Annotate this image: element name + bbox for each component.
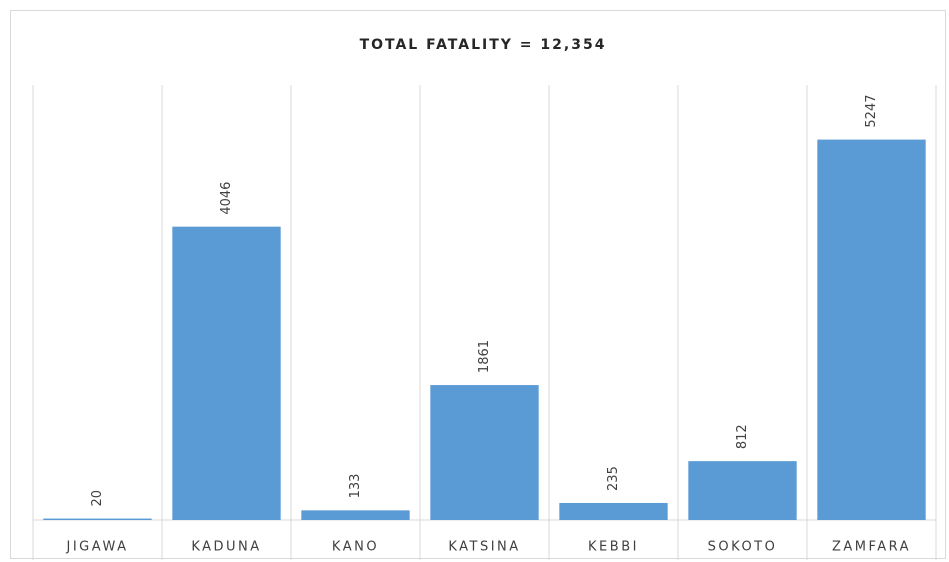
chart-title: TOTAL FATALITY = 12,354 [360, 37, 607, 53]
data-label: 1861 [477, 340, 492, 373]
data-label: 812 [735, 424, 750, 449]
bar [430, 385, 539, 520]
bar [559, 502, 668, 520]
bar [688, 461, 797, 520]
data-label: 133 [348, 474, 363, 499]
x-tick-label: JIGAWA [66, 540, 129, 555]
x-tick-label: SOKOTO [708, 540, 778, 555]
bar [172, 226, 281, 521]
data-label: 235 [606, 466, 621, 491]
x-tick-label: KEBBI [588, 540, 639, 555]
data-label: 4046 [219, 182, 234, 215]
x-tick-label: ZAMFARA [832, 540, 911, 555]
bar [43, 518, 152, 520]
bar [301, 510, 410, 520]
data-label: 5247 [864, 94, 879, 127]
x-tick-label: KADUNA [191, 540, 261, 555]
data-label: 20 [90, 490, 105, 507]
bar [817, 139, 926, 520]
x-tick-label: KANO [332, 540, 379, 555]
x-tick-label: KATSINA [448, 540, 520, 555]
